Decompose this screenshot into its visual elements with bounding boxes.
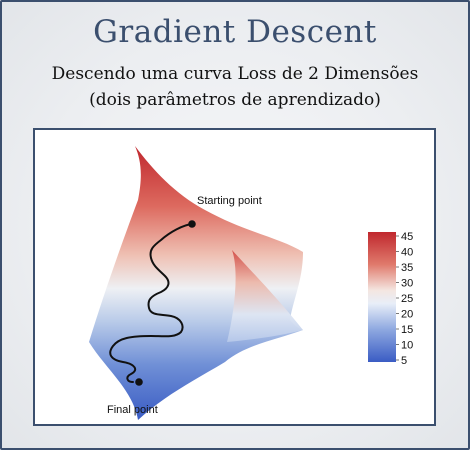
loss-surface-ridge [227, 250, 303, 342]
colorbar-tick-label: 10 [401, 340, 413, 352]
final-point-marker [135, 378, 143, 386]
loss-surface [89, 146, 303, 420]
colorbar [368, 232, 396, 362]
colorbar-tick-label: 20 [401, 309, 413, 321]
colorbar-tick-label: 5 [401, 355, 407, 367]
loss-surface-figure: Starting point Final point 45 40 35 30 25 20 1… [33, 128, 436, 426]
loss-surface-diagram: Starting point Final point 45 40 35 30 25 20 1… [89, 146, 413, 420]
colorbar-tick-label: 40 [401, 247, 413, 259]
colorbar-tick-label: 25 [401, 293, 413, 305]
colorbar-tick-label: 45 [401, 231, 413, 243]
page-title: Gradient Descent [93, 14, 377, 50]
colorbar-ticks: 45 40 35 30 25 20 15 10 5 [396, 231, 413, 367]
colorbar-tick-label: 15 [401, 324, 413, 336]
colorbar-tick-label: 35 [401, 262, 413, 274]
colorbar-tick-label: 30 [401, 278, 413, 290]
descent-path [109, 223, 193, 383]
subtitle-line-1: Descendo uma curva Loss de 2 Dimensões [51, 64, 419, 84]
subtitle-line-2: (dois parâmetros de aprendizado) [89, 90, 381, 110]
starting-point-label: Starting point [197, 195, 262, 207]
starting-point-marker [188, 220, 196, 228]
final-point-label: Final point [107, 404, 158, 416]
